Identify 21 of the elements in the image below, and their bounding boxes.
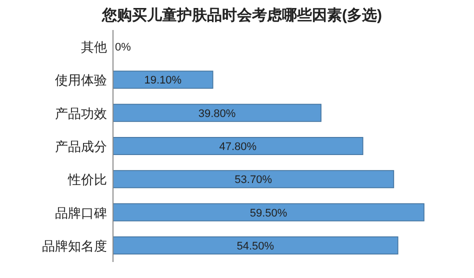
data-label: 0%: [115, 42, 132, 54]
y-tick-label: 其他: [81, 40, 107, 55]
data-label: 54.50%: [236, 240, 274, 252]
bar: [112, 170, 394, 188]
y-tick-label: 产品成分: [55, 139, 107, 154]
data-label: 53.70%: [234, 174, 272, 186]
chart-title: 您购买儿童护肤品时会考虑哪些因素(多选): [101, 6, 382, 24]
bar: [112, 236, 398, 254]
bar: [112, 203, 424, 222]
y-tick-label: 使用体验: [55, 72, 107, 88]
bar: [112, 104, 322, 122]
bar: [112, 70, 214, 89]
data-label: 19.10%: [144, 74, 182, 87]
data-label: 59.50%: [250, 207, 288, 220]
bar: [112, 136, 364, 156]
data-label: 47.80%: [219, 141, 257, 153]
y-tick-label: 品牌知名度: [42, 238, 107, 254]
data-label: 39.80%: [198, 108, 236, 120]
y-tick-label: 性价比: [67, 172, 107, 188]
y-tick-label: 品牌口碑: [55, 205, 107, 220]
y-tick-label: 产品功效: [55, 106, 107, 121]
